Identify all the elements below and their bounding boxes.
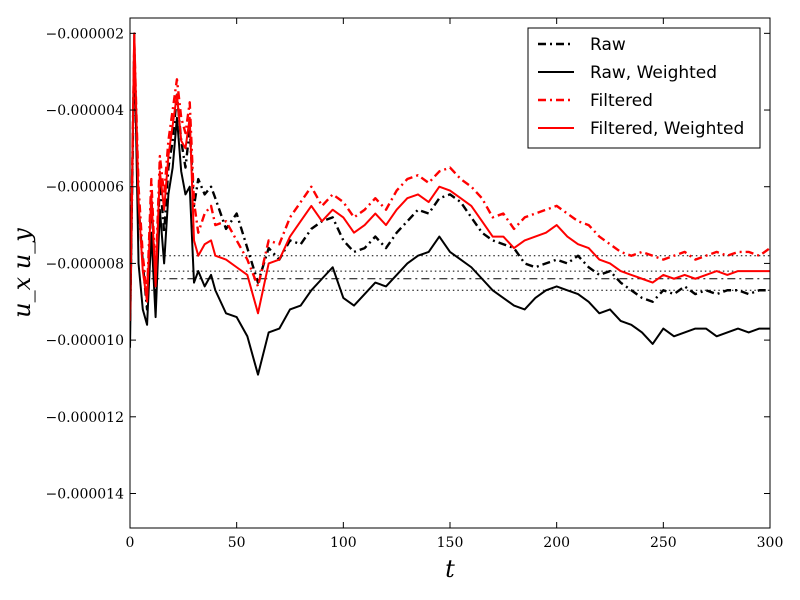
y-tick-label: −0.000002: [45, 26, 124, 42]
series-lines: [130, 32, 770, 376]
y-tick-label: −0.000010: [45, 333, 124, 349]
x-axis: 0 50 100 150 200 250 300: [126, 18, 784, 551]
y-axis-label: u_x u_y: [8, 228, 36, 318]
y-axis: −0.000002 −0.000004 −0.000006 −0.000008 −0.0…: [45, 26, 770, 502]
x-tick-label: 0: [126, 535, 135, 551]
x-tick-label: 150: [437, 535, 464, 551]
x-tick-label: 50: [228, 535, 246, 551]
x-tick-label: 250: [650, 535, 677, 551]
legend-label: Filtered: [590, 91, 653, 111]
x-tick-label: 100: [330, 535, 357, 551]
y-tick-label: −0.000012: [45, 410, 124, 426]
y-tick-label: −0.000008: [45, 256, 124, 272]
x-axis-label: t: [445, 555, 455, 583]
legend-label: Raw: [590, 35, 626, 55]
legend: Raw Raw, Weighted Filtered Filtered, Weight…: [527, 27, 761, 149]
y-tick-label: −0.000014: [45, 486, 124, 502]
series-line-filtered: [130, 39, 770, 310]
legend-label: Filtered, Weighted: [590, 119, 744, 139]
y-tick-label: −0.000006: [45, 180, 124, 196]
y-tick-label: −0.000004: [45, 103, 124, 119]
legend-label: Raw, Weighted: [590, 63, 717, 83]
x-tick-label: 200: [543, 535, 570, 551]
x-tick-label: 300: [757, 535, 784, 551]
series-line-raw-weighted: [130, 32, 770, 376]
series-line-filtered-weighted: [130, 32, 770, 321]
